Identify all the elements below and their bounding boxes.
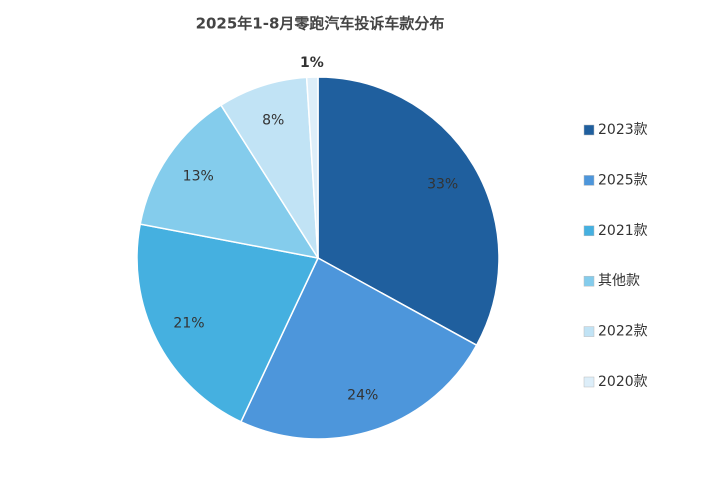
legend-label: 其他款 xyxy=(598,273,640,289)
data-label: 21% xyxy=(173,316,204,332)
pie-slice xyxy=(219,76,319,259)
legend-label: 2022款 xyxy=(598,324,648,340)
chart-title: 2025年1-8月零跑汽车投诉车款分布 xyxy=(196,15,445,33)
legend-label: 2021款 xyxy=(598,223,648,239)
legend-label: 2023款 xyxy=(598,122,648,138)
pie-slice xyxy=(136,223,320,423)
legend-swatch xyxy=(583,175,595,186)
data-label: 33% xyxy=(427,176,458,192)
legend-swatch xyxy=(583,376,595,388)
pie-slice xyxy=(239,256,478,440)
data-label: 13% xyxy=(183,169,214,185)
legend-swatch xyxy=(583,326,595,337)
legend-label: 2020款 xyxy=(598,374,648,390)
data-label: 24% xyxy=(347,388,378,404)
legend-label: 2025款 xyxy=(598,172,648,188)
data-label: 8% xyxy=(262,112,284,128)
data-label: 1% xyxy=(300,55,324,71)
legend-swatch xyxy=(583,225,595,237)
legend-swatch xyxy=(583,124,595,136)
legend-swatch xyxy=(583,275,595,287)
pie-slice xyxy=(139,104,320,260)
pie-slice xyxy=(317,76,500,347)
pie-slice xyxy=(305,76,319,259)
